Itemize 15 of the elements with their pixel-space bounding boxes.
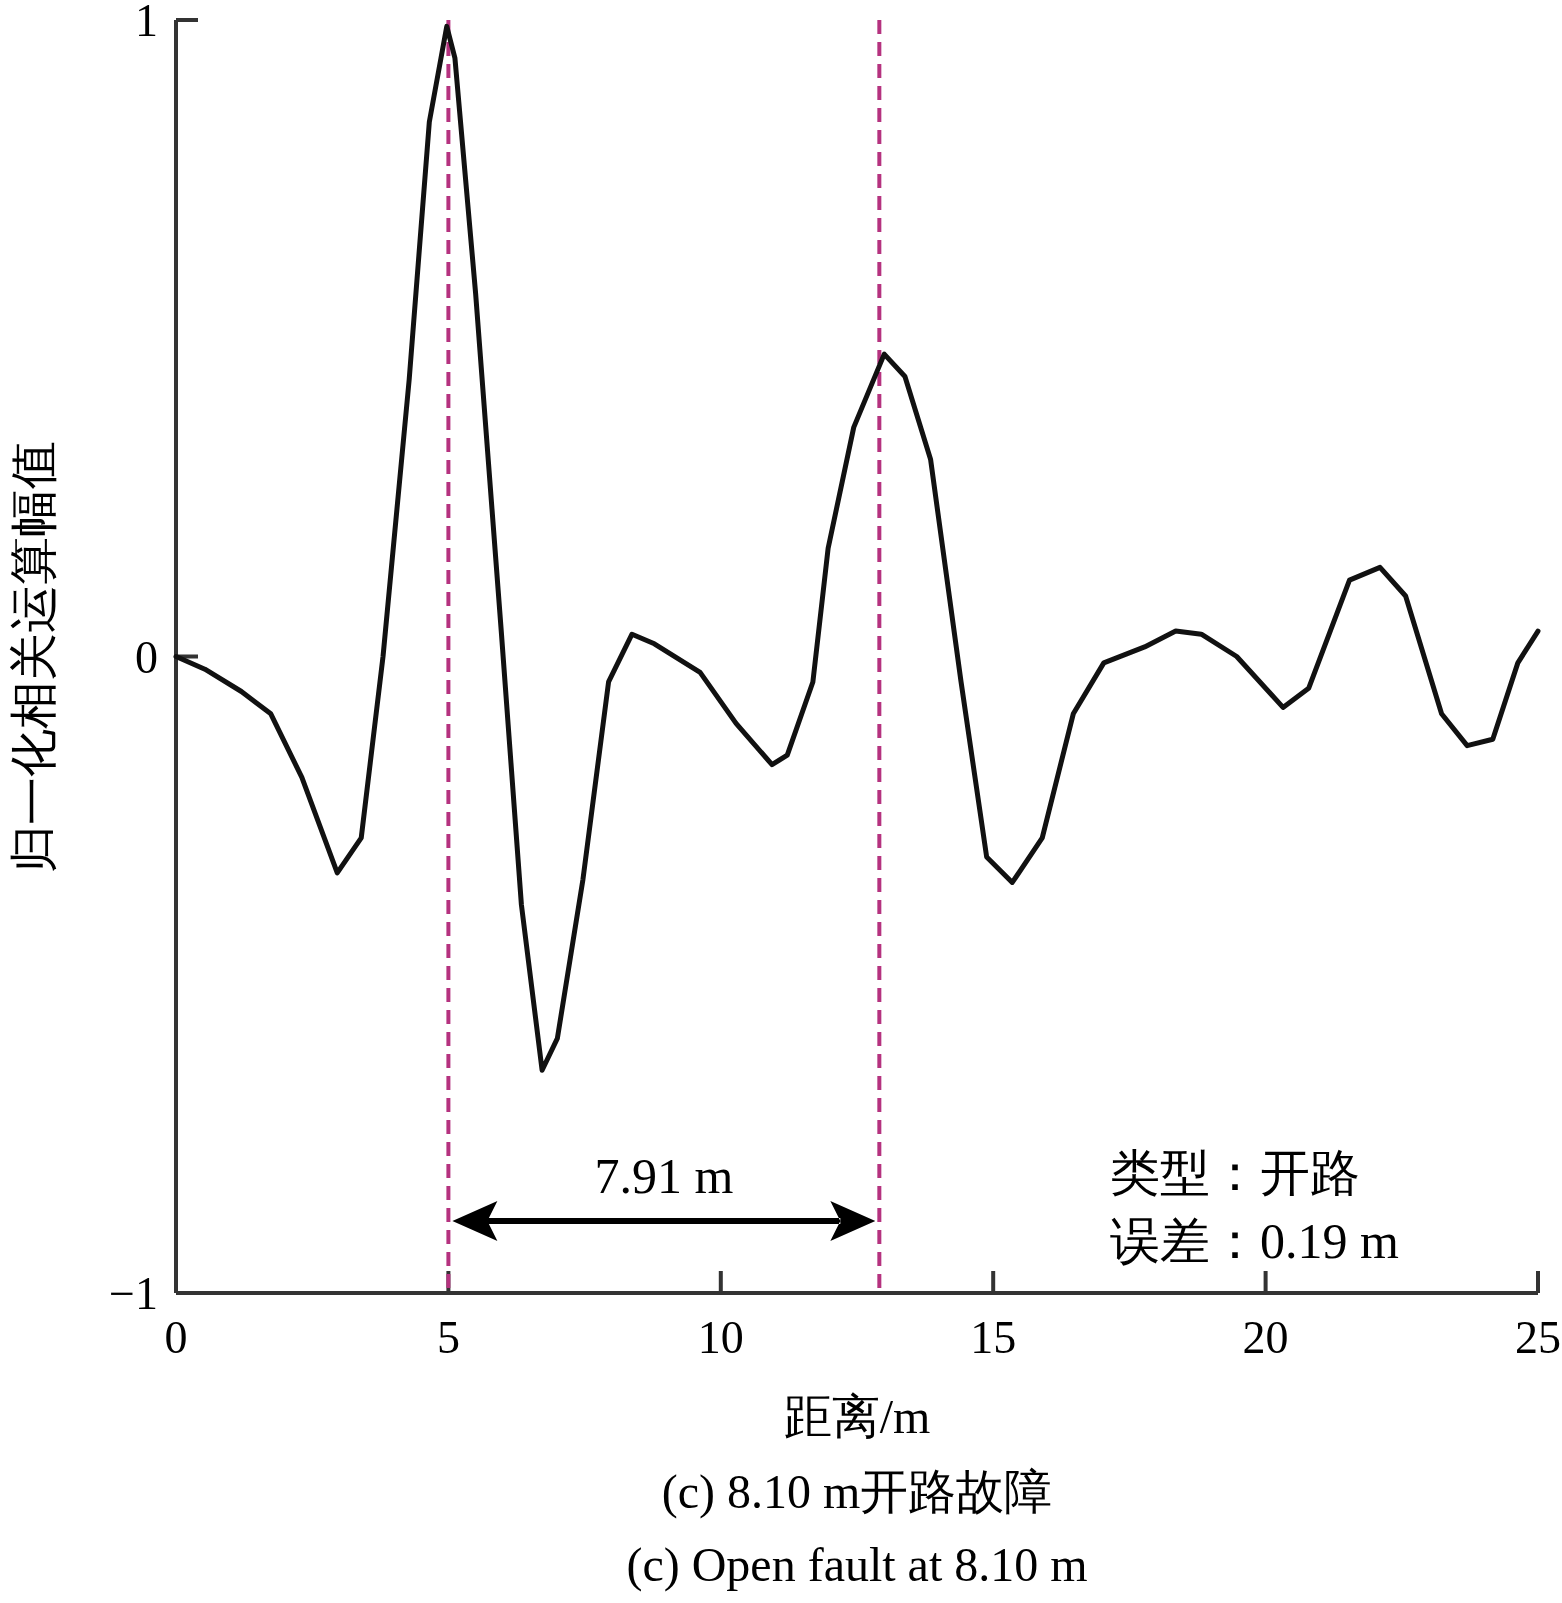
x-tick-label: 25	[1515, 1312, 1561, 1363]
annotation: 误差：0.19 m	[1110, 1213, 1399, 1269]
y-tick-label: 1	[135, 0, 158, 46]
x-tick-label: 10	[697, 1312, 744, 1363]
annotation: 7.91 m	[594, 1148, 734, 1204]
text: (c) Open fault at 8.10 m	[626, 1538, 1088, 1592]
y-axis-title: 归一化相关运算幅值	[7, 440, 60, 873]
x-axis-title: 距离/m	[783, 1390, 931, 1443]
x-tick-label: 15	[970, 1312, 1017, 1363]
y-tick-label: 0	[135, 631, 158, 683]
y-tick-label: −1	[109, 1268, 158, 1319]
x-tick-label: 20	[1242, 1312, 1289, 1363]
text: (c) 8.10 m开路故障	[661, 1465, 1053, 1519]
x-tick-label: 5	[436, 1312, 460, 1363]
annotation: 类型：开路	[1110, 1145, 1360, 1201]
